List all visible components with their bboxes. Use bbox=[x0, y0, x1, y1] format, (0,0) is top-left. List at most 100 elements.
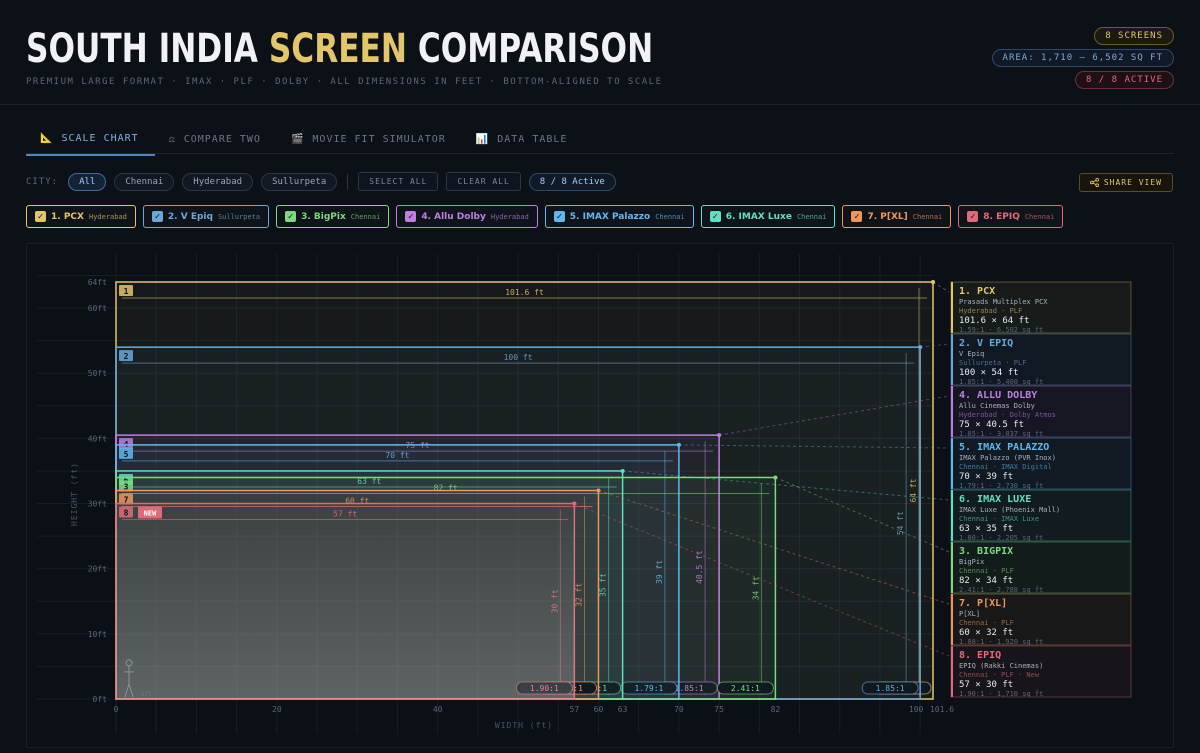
screen-chip-city: Chennai bbox=[350, 212, 381, 221]
screen-chip[interactable]: ✓ 4. Allu Dolby Hyderabad bbox=[396, 205, 538, 228]
legend-full-name: V Epiq bbox=[959, 350, 984, 358]
legend-title: 4. ALLU DOLBY bbox=[959, 390, 1037, 401]
aspect-ratio-label: 2.41:1 bbox=[731, 684, 760, 693]
scale-icon: ⚖ bbox=[168, 134, 176, 145]
x-axis-label: WIDTH (ft) bbox=[495, 721, 553, 730]
screen-chip-city: Sullurpeta bbox=[217, 212, 261, 221]
width-dimension-label: 70 ft bbox=[385, 451, 409, 460]
legend-connector bbox=[574, 503, 950, 657]
legend-stats: 1.85:1 · 5,400 sq ft bbox=[959, 378, 1043, 386]
legend-dimensions: 101.6 × 64 ft bbox=[959, 316, 1029, 326]
y-tick-label: 30ft bbox=[88, 500, 107, 509]
legend-connector bbox=[775, 477, 950, 553]
screens-count-badge: 8 SCREENS bbox=[1094, 27, 1174, 45]
city-filter-sullurpeta[interactable]: Sullurpeta bbox=[261, 172, 338, 191]
corner-dot bbox=[676, 442, 681, 447]
legend-title: 5. IMAX PALAZZO bbox=[959, 442, 1049, 453]
page-title: SOUTH INDIA SCREEN COMPARISON bbox=[26, 26, 653, 72]
screen-chip[interactable]: ✓ 5. IMAX Palazzo Chennai bbox=[544, 205, 694, 228]
select-all-button[interactable]: SELECT ALL bbox=[358, 172, 439, 191]
clear-all-button[interactable]: CLEAR ALL bbox=[446, 172, 521, 191]
tab-compare-two[interactable]: ⚖ COMPARE TWO bbox=[155, 128, 277, 156]
bar-chart-icon: 📊 bbox=[475, 134, 490, 145]
height-dimension-label: 32 ft bbox=[574, 583, 583, 607]
x-tick-label: 40 bbox=[433, 705, 443, 714]
tab-label: DATA TABLE bbox=[497, 134, 568, 145]
screen-chip[interactable]: ✓ 8. EPIQ Chennai bbox=[958, 205, 1064, 228]
screen-chip-city: Chennai bbox=[912, 212, 943, 221]
city-filter-hyderabad[interactable]: Hyderabad bbox=[182, 172, 254, 191]
checkbox-checked-icon[interactable]: ✓ bbox=[151, 211, 163, 222]
legend-meta: Sullurpeta · PLF bbox=[959, 359, 1026, 367]
corner-dot bbox=[773, 475, 778, 480]
screen-fill-gradient bbox=[116, 503, 575, 699]
legend-meta: Hyderabad · Dolby Atmos bbox=[959, 411, 1056, 419]
aspect-ratio-label: 1.85:1 bbox=[876, 684, 905, 693]
human-leg bbox=[124, 683, 130, 698]
checkbox-checked-icon[interactable]: ✓ bbox=[709, 211, 721, 222]
screen-number: 6 bbox=[124, 476, 129, 485]
legend-full-name: Prasads Multiplex PCX bbox=[959, 298, 1048, 306]
y-tick-label: 40ft bbox=[88, 434, 107, 443]
screen-chip[interactable]: ✓ 6. IMAX Luxe Chennai bbox=[700, 205, 836, 228]
screen-chip-label: 1. PCX bbox=[51, 211, 84, 222]
share-view-button[interactable]: SHARE VIEW bbox=[1078, 173, 1173, 192]
legend-card-bg bbox=[950, 541, 1132, 594]
screen-chip[interactable]: ✓ 3. BigPix Chennai bbox=[276, 205, 390, 228]
y-tick-label: 60ft bbox=[88, 304, 107, 313]
screen-chip-label: 8. EPIQ bbox=[983, 211, 1020, 222]
tab-data-table[interactable]: 📊 DATA TABLE bbox=[462, 128, 584, 156]
legend-meta: Chennai · IMAX Digital bbox=[959, 463, 1052, 471]
legend-stats: 1.88:1 · 1,920 sq ft bbox=[959, 638, 1043, 646]
checkbox-checked-icon[interactable]: ✓ bbox=[35, 211, 46, 222]
height-dimension-label: 39 ft bbox=[655, 560, 664, 584]
checkbox-checked-icon[interactable]: ✓ bbox=[285, 211, 297, 222]
active-count-badge: 8 / 8 ACTIVE bbox=[1074, 71, 1174, 89]
x-tick-label: 70 bbox=[674, 705, 684, 714]
tab-movie-fit-simulator[interactable]: 🎬 MOVIE FIT SIMULATOR bbox=[277, 128, 462, 156]
city-filter-chennai[interactable]: Chennai bbox=[114, 172, 175, 191]
checkbox-checked-icon[interactable]: ✓ bbox=[967, 211, 979, 222]
checkbox-checked-icon[interactable]: ✓ bbox=[405, 211, 417, 222]
summary-badges: 8 SCREENS AREA: 1,710 – 6,502 SQ FT 8 / … bbox=[991, 27, 1174, 89]
height-dimension-label: 40.5 ft bbox=[695, 550, 704, 584]
y-axis-label: HEIGHT (ft) bbox=[70, 462, 79, 526]
legend-title: 1. PCX bbox=[959, 286, 995, 297]
human-height-label: 6ft bbox=[141, 691, 152, 698]
screen-chip-label: 5. IMAX Palazzo bbox=[569, 211, 651, 222]
x-tick-label: 63 bbox=[618, 705, 628, 714]
height-dimension-label: 64 ft bbox=[909, 478, 918, 502]
filter-bar: CITY: All Chennai Hyderabad Sullurpeta S… bbox=[26, 172, 616, 191]
tab-scale-chart[interactable]: 📐 SCALE CHART bbox=[26, 128, 155, 156]
screen-chip[interactable]: ✓ 1. PCX Hyderabad bbox=[26, 205, 136, 228]
corner-dot bbox=[931, 280, 935, 284]
screen-number: 1 bbox=[124, 287, 129, 296]
legend-card-bg bbox=[950, 333, 1132, 386]
x-tick-label: 75 bbox=[714, 705, 724, 714]
x-tick-label: 100 bbox=[909, 705, 924, 714]
y-tick-label: 64ft bbox=[88, 278, 107, 287]
y-tick-label: 0ft bbox=[93, 695, 108, 704]
checkbox-checked-icon[interactable]: ✓ bbox=[553, 211, 565, 222]
legend-dimensions: 70 × 39 ft bbox=[959, 472, 1013, 482]
legend-dimensions: 63 × 35 ft bbox=[959, 524, 1013, 534]
legend-title: 3. BIGPIX bbox=[959, 546, 1013, 557]
legend-stats: 1.79:1 · 2,730 sq ft bbox=[959, 482, 1043, 490]
screen-chip[interactable]: ✓ 7. P[XL] Chennai bbox=[842, 205, 952, 228]
area-range-badge: AREA: 1,710 – 6,502 SQ FT bbox=[991, 49, 1174, 67]
screen-number-tag bbox=[119, 480, 133, 492]
legend-stats: 1.80:1 · 2,205 sq ft bbox=[959, 534, 1043, 542]
legend-full-name: EPIQ (Rakki Cinemas) bbox=[959, 662, 1043, 670]
legend-stats: 1.90:1 · 1,710 sq ft bbox=[959, 690, 1043, 698]
checkbox-checked-icon[interactable]: ✓ bbox=[851, 211, 863, 222]
legend-card-bg bbox=[950, 437, 1132, 490]
legend-card-accent bbox=[951, 490, 953, 541]
screen-number: 7 bbox=[124, 496, 129, 505]
x-tick-label: 20 bbox=[272, 705, 282, 714]
screen-chip[interactable]: ✓ 2. V Epiq Sullurpeta bbox=[142, 205, 270, 228]
city-filter-all[interactable]: All bbox=[68, 172, 107, 191]
legend-full-name: P[XL] bbox=[959, 610, 980, 618]
legend-stats: 1.85:1 · 3,037 sq ft bbox=[959, 430, 1043, 438]
